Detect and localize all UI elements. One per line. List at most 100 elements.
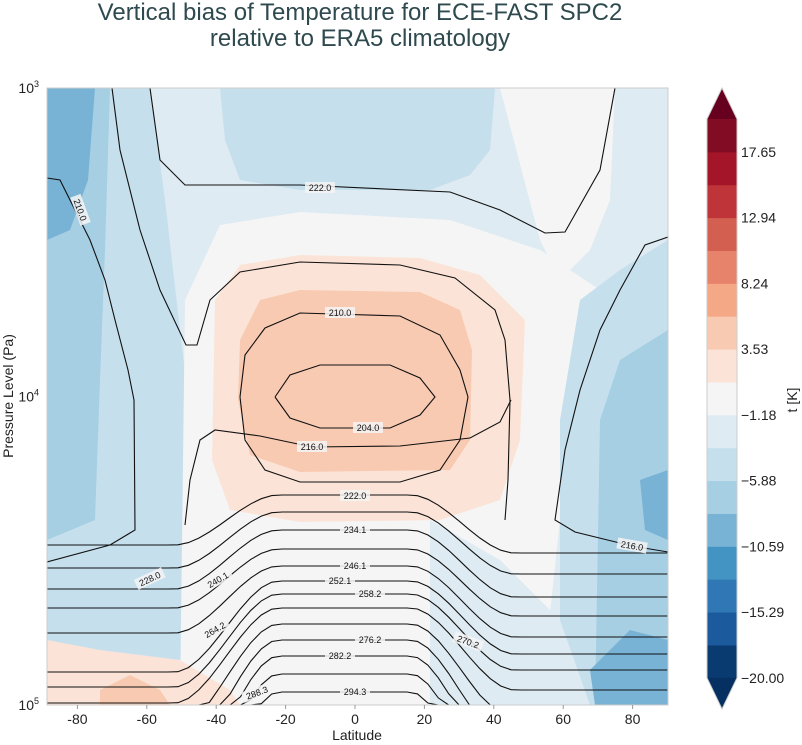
contour-label-bg [199, 617, 231, 642]
contour-lines: 222.0210.0210.0204.0216.0222.0228.0234.1… [47, 88, 668, 705]
contour-label-group: 216.0 [297, 441, 327, 452]
colorbar-label: t [K] [784, 388, 800, 413]
colorbar-extend-min [707, 677, 737, 709]
contour-label-bg [70, 193, 91, 226]
contour-label: 258.2 [359, 589, 382, 599]
contour-label-group: 258.2 [355, 588, 385, 599]
colorbar-bin [707, 349, 737, 383]
x-tick-label: 0 [351, 711, 359, 727]
y-tick-exponent: 5 [34, 696, 39, 706]
colorbar-bin [707, 119, 737, 153]
contour-label-group: 204.0 [353, 422, 383, 433]
colorbar-tick-label: 3.53 [741, 341, 768, 357]
contour-label-bg [616, 537, 648, 554]
contour-label: 252.1 [329, 576, 352, 586]
plot-frame [46, 87, 669, 706]
y-tick-label: 103 [18, 79, 39, 96]
contour-label: 246.1 [344, 561, 367, 571]
y-tick-exponent: 3 [34, 79, 39, 89]
colorbar-bin [707, 644, 737, 679]
contour-label: 282.2 [329, 651, 352, 661]
colorbar-bin [707, 612, 737, 646]
contour-line [184, 399, 512, 526]
contour-line [47, 673, 668, 705]
y-tick-base: 10 [18, 80, 34, 96]
x-tick-label: 20 [417, 711, 433, 727]
contour-label-group: 210.0 [325, 307, 355, 318]
filled-contours [47, 88, 668, 705]
fill-region [220, 88, 495, 190]
x-tick-label: -20 [275, 711, 295, 727]
y-tick-base: 10 [18, 697, 34, 713]
colorbar-tick-label: 17.65 [741, 144, 776, 160]
contour-label-group: 216.0 [616, 537, 648, 554]
colorbar-bin [707, 250, 737, 284]
contour-label-bg [355, 588, 385, 599]
fill-region [500, 88, 615, 280]
x-axis-label: Latitude [332, 727, 382, 743]
contour-label-bg [202, 567, 234, 592]
fill-region [238, 290, 472, 472]
y-tick-label: 104 [18, 388, 39, 405]
contour-label-group: 222.0 [340, 490, 370, 501]
contour-label-bg [340, 524, 370, 535]
contour-label-bg [240, 682, 273, 703]
contour-line [47, 511, 668, 575]
contour-label-bg [133, 567, 166, 590]
colorbar-bin [707, 381, 737, 416]
contour-label: 222.0 [309, 183, 332, 193]
contour-label-group: 252.1 [325, 575, 355, 586]
chart-title-line2: relative to ERA5 climatology [209, 25, 511, 52]
contour-label-bg [325, 575, 355, 586]
fill-region [100, 675, 170, 705]
contour-label-group: 276.2 [355, 634, 385, 645]
fill-region [430, 520, 590, 705]
fill-region [47, 88, 95, 240]
colorbar-tick-label: −20.00 [741, 670, 784, 686]
contour-label-group: 294.3 [340, 686, 370, 697]
colorbar-bin [707, 414, 737, 449]
contour-label: 294.3 [344, 687, 367, 697]
contour-line [111, 88, 511, 521]
contour-label-bg [355, 634, 385, 645]
colorbar-bin [707, 217, 737, 251]
contour-label: 216.0 [301, 442, 324, 452]
contour-label-bg [452, 631, 485, 652]
y-tick-exponent: 4 [34, 388, 39, 398]
colorbar-tick-label: −10.59 [741, 538, 784, 554]
colorbar-tick-label: −5.88 [741, 473, 777, 489]
colorbar-bin [707, 151, 737, 186]
contour-label-group: 222.0 [305, 182, 335, 193]
contour-line [47, 177, 136, 563]
contour-line [239, 312, 469, 483]
contour-label: 234.1 [344, 525, 367, 535]
chart-title-line1: Vertical bias of Temperature for ECE-FAS… [97, 0, 623, 26]
colorbar-tick-label: 8.24 [741, 275, 768, 291]
colorbar-outline [706, 86, 738, 711]
colorbar-bin [707, 184, 737, 219]
contour-label-group: 246.1 [340, 560, 370, 571]
colorbar-bin [707, 546, 737, 580]
x-tick-label: -80 [67, 711, 87, 727]
y-tick-label: 105 [18, 696, 39, 713]
colorbar-tick-label: 12.94 [741, 210, 776, 226]
contour-line [47, 548, 668, 617]
colorbar: 17.65 12.94 8.24 3.53 −1.18 −5.88 −10.59 −15.29… [706, 86, 784, 711]
x-tick-label: -40 [206, 711, 226, 727]
contour-label-bg [340, 686, 370, 697]
contour-label-bg [305, 182, 335, 193]
contour-label: 216.0 [620, 539, 644, 553]
x-tick-label: 80 [625, 711, 641, 727]
colorbar-bin [707, 480, 737, 514]
contour-label-group: 234.1 [340, 524, 370, 535]
colorbar-bin [707, 283, 737, 317]
contour-line [47, 607, 668, 704]
colorbar-bin [707, 579, 737, 613]
contour-line [554, 236, 668, 553]
contour-label-group: 282.2 [325, 650, 355, 661]
y-axis-label: Pressure Level (Pa) [0, 334, 16, 458]
colorbar-bin [707, 316, 737, 350]
contour-label-bg [340, 560, 370, 571]
